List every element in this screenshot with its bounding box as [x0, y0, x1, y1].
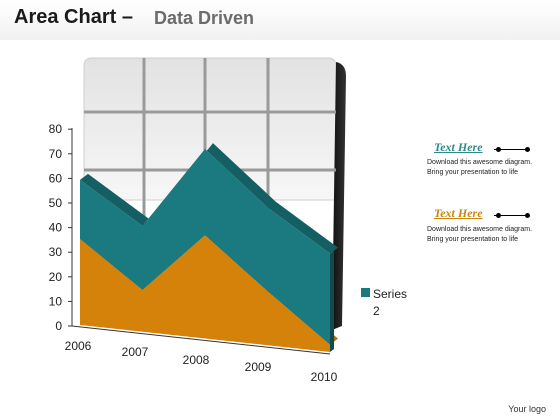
callout-2-desc: Download this awesome diagram. Bring you…	[427, 225, 557, 245]
callout-1-end-dot	[525, 147, 530, 152]
x-tick-label: 2010	[311, 370, 338, 384]
x-tick-label: 2008	[183, 353, 210, 367]
callout-1-desc: Download this awesome diagram. Bring you…	[427, 158, 557, 178]
callout-1-line2: Bring your presentation to life	[427, 169, 519, 176]
y-tick-label: 0	[55, 319, 62, 333]
y-tick-label: 80	[49, 122, 63, 136]
callout-2-line1: Download this awesome diagram.	[427, 226, 533, 233]
title-bar	[0, 0, 560, 40]
callout-2-title: Text Here	[434, 206, 483, 220]
callout-2-end-dot	[525, 213, 530, 218]
page-subtitle: Data Driven	[154, 8, 255, 28]
chart-wall-edge	[332, 62, 346, 330]
area-series-2	[80, 149, 330, 345]
callout-1-dot	[496, 147, 501, 152]
y-tick-label: 70	[49, 147, 63, 161]
page-title: Area Chart –	[14, 6, 133, 28]
y-tick-label: 40	[49, 221, 63, 235]
y-tick-label: 60	[49, 171, 63, 185]
legend-label: Series 2	[373, 286, 407, 320]
x-axis-line	[71, 325, 331, 355]
y-tick-label: 20	[49, 270, 63, 284]
footer-logo: Your logo	[508, 404, 546, 414]
y-tick-label: 10	[49, 294, 63, 308]
callout-1-title: Text Here	[434, 140, 483, 154]
legend-label-line2: 2	[373, 304, 380, 318]
callout-2-line	[494, 215, 528, 216]
callout-2-dot	[496, 213, 501, 218]
y-tick-label: 50	[49, 196, 63, 210]
x-tick-label: 2007	[122, 345, 149, 359]
x-tick-label: 2009	[245, 360, 272, 374]
y-tick-label: 30	[49, 245, 63, 259]
legend-swatch	[361, 288, 370, 297]
area-side-edge	[330, 250, 334, 352]
legend-label-line1: Series	[373, 287, 408, 301]
callout-1-line1: Download this awesome diagram.	[427, 159, 533, 166]
callout-1-line	[494, 149, 528, 150]
x-tick-label: 2006	[65, 339, 92, 353]
callout-2-line2: Bring your presentation to life	[427, 236, 519, 243]
area-series-1	[80, 235, 330, 352]
